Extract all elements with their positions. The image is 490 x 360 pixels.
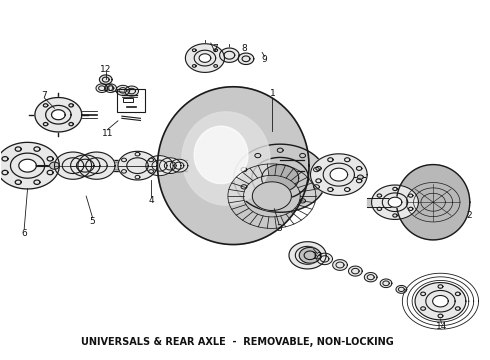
Polygon shape bbox=[99, 75, 112, 84]
Polygon shape bbox=[348, 266, 362, 276]
Text: 5: 5 bbox=[90, 217, 96, 226]
Polygon shape bbox=[105, 84, 117, 93]
Bar bbox=[123, 98, 133, 102]
Polygon shape bbox=[396, 285, 407, 293]
Text: 11: 11 bbox=[101, 129, 113, 138]
Polygon shape bbox=[158, 87, 309, 244]
Polygon shape bbox=[317, 253, 332, 265]
Polygon shape bbox=[330, 168, 347, 181]
Text: 8: 8 bbox=[241, 44, 247, 53]
Polygon shape bbox=[388, 197, 402, 207]
Polygon shape bbox=[118, 151, 157, 180]
Polygon shape bbox=[54, 152, 92, 179]
Polygon shape bbox=[182, 112, 270, 205]
Polygon shape bbox=[159, 158, 181, 174]
Polygon shape bbox=[333, 260, 347, 270]
Polygon shape bbox=[194, 126, 248, 184]
Text: UNIVERSALS & REAR AXLE  -  REMOVABLE, NON-LOCKING: UNIVERSALS & REAR AXLE - REMOVABLE, NON-… bbox=[81, 337, 394, 347]
Text: 7: 7 bbox=[212, 44, 218, 53]
Polygon shape bbox=[116, 85, 130, 95]
Polygon shape bbox=[299, 247, 321, 263]
Polygon shape bbox=[49, 162, 59, 169]
Text: 2: 2 bbox=[466, 211, 471, 220]
Polygon shape bbox=[357, 175, 363, 179]
Polygon shape bbox=[199, 54, 211, 62]
Polygon shape bbox=[170, 159, 188, 172]
Polygon shape bbox=[0, 142, 59, 189]
Text: 3: 3 bbox=[276, 224, 282, 233]
Polygon shape bbox=[146, 156, 173, 176]
Polygon shape bbox=[289, 242, 326, 269]
Polygon shape bbox=[78, 152, 115, 179]
Polygon shape bbox=[311, 154, 367, 195]
Text: 9: 9 bbox=[262, 55, 268, 64]
Polygon shape bbox=[19, 159, 36, 172]
Polygon shape bbox=[125, 86, 139, 96]
Bar bbox=[117, 89, 146, 112]
Text: 13: 13 bbox=[312, 252, 323, 261]
Text: 14: 14 bbox=[436, 322, 447, 331]
Polygon shape bbox=[433, 296, 448, 307]
Polygon shape bbox=[51, 110, 65, 120]
Polygon shape bbox=[96, 84, 108, 93]
Polygon shape bbox=[365, 273, 377, 282]
Text: 7: 7 bbox=[41, 91, 47, 100]
Polygon shape bbox=[262, 165, 299, 192]
Polygon shape bbox=[71, 155, 100, 176]
Text: 10: 10 bbox=[103, 84, 115, 93]
Text: 12: 12 bbox=[100, 65, 111, 74]
Polygon shape bbox=[185, 44, 224, 72]
Polygon shape bbox=[238, 53, 254, 64]
Polygon shape bbox=[234, 144, 327, 212]
Text: 4: 4 bbox=[148, 196, 154, 205]
Polygon shape bbox=[380, 279, 392, 288]
Polygon shape bbox=[415, 283, 466, 320]
Polygon shape bbox=[35, 98, 82, 132]
Text: 6: 6 bbox=[21, 229, 27, 238]
Polygon shape bbox=[371, 185, 418, 220]
Polygon shape bbox=[396, 165, 470, 240]
Text: 1: 1 bbox=[270, 89, 275, 98]
Polygon shape bbox=[252, 182, 292, 211]
Polygon shape bbox=[220, 48, 239, 62]
